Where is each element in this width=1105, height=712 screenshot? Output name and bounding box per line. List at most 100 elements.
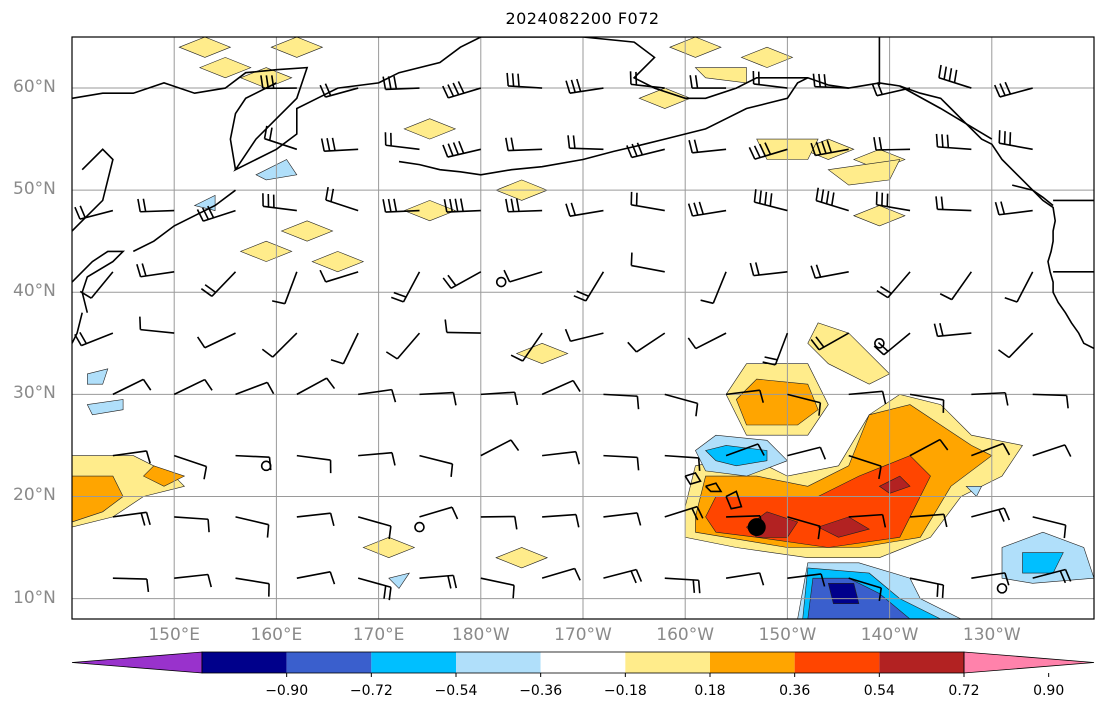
- wind-barb: [971, 572, 1010, 586]
- wind-barb: [505, 198, 543, 213]
- calm-circle-marker: [260, 460, 272, 472]
- wind-barb: [510, 332, 543, 362]
- wind-barb: [112, 378, 152, 396]
- colorbar-tick-label: −0.72: [349, 683, 393, 699]
- wind-barb: [382, 76, 420, 91]
- wind-barb: [296, 512, 335, 526]
- border-line: [899, 85, 993, 140]
- lon-tick-label: 170°E: [352, 625, 405, 645]
- wind-barb: [748, 142, 788, 160]
- wind-barb: [263, 125, 298, 151]
- wind-barb: [296, 570, 336, 585]
- wind-barb: [971, 507, 1011, 522]
- wind-barb: [762, 332, 789, 366]
- wind-barb: [875, 191, 911, 212]
- wind-barb: [935, 196, 972, 212]
- lat-tick-label: 30°N: [13, 383, 56, 404]
- wind-barb: [1032, 516, 1067, 539]
- wind-barb: [573, 271, 605, 302]
- wind-barb: [603, 568, 643, 584]
- wind-barb: [725, 389, 765, 403]
- coastline: [72, 250, 126, 313]
- wind-barb: [505, 137, 543, 152]
- wind-barb: [993, 81, 1033, 98]
- wind-barb: [196, 205, 236, 222]
- wind-barb: [664, 393, 699, 417]
- field-area: [740, 46, 794, 68]
- wind-barb: [626, 142, 665, 159]
- wind-barb: [261, 332, 298, 358]
- wind-barb: [909, 393, 945, 413]
- wind-barb: [325, 187, 359, 212]
- wind-barb: [687, 332, 727, 350]
- wind-barb: [74, 205, 114, 220]
- lon-tick-label: 150°E: [148, 625, 201, 645]
- field-area: [280, 220, 334, 242]
- wind-barb: [971, 391, 1009, 406]
- field-area: [178, 37, 232, 58]
- calm-circle-marker: [414, 521, 425, 533]
- wind-barb: [935, 133, 972, 151]
- wind-barb: [296, 454, 332, 474]
- wind-barb: [442, 271, 482, 289]
- wind-barb: [330, 332, 359, 365]
- calm-circle-marker: [495, 276, 507, 288]
- field-area: [86, 399, 124, 416]
- wind-barb: [627, 332, 666, 353]
- colorbar-tick-label: −0.90: [265, 683, 309, 699]
- wind-barb: [382, 198, 420, 213]
- field-area: [198, 57, 252, 79]
- field-area: [403, 118, 457, 140]
- wind-barb: [196, 332, 236, 349]
- island: [705, 482, 723, 493]
- wind-barb: [174, 516, 210, 533]
- wind-barb: [689, 75, 727, 89]
- wind-barb: [873, 136, 911, 151]
- field-area: [801, 138, 855, 160]
- coastline: [72, 312, 83, 344]
- wind-barb: [664, 454, 701, 471]
- wind-barb: [848, 390, 887, 405]
- island: [725, 490, 743, 510]
- wind-barb: [848, 513, 887, 528]
- colorbar-segment: [710, 652, 795, 673]
- coastline: [229, 82, 277, 170]
- wind-barb: [480, 391, 519, 406]
- wind-barb: [506, 72, 543, 89]
- field-area: [495, 547, 549, 569]
- wind-barb: [390, 271, 421, 303]
- colorbar-segment: [625, 652, 710, 673]
- field-area: [87, 368, 109, 385]
- colorbar-segment: [794, 652, 880, 673]
- wind-barb: [812, 73, 849, 89]
- wind-barb: [871, 82, 911, 97]
- wind-barb: [603, 393, 640, 410]
- lon-tick-label: 150°W: [758, 625, 817, 645]
- coastline: [480, 37, 1094, 350]
- wind-barb: [296, 377, 336, 396]
- wind-barb: [358, 451, 396, 466]
- wind-barb: [700, 271, 727, 305]
- wind-barb: [630, 252, 665, 273]
- lon-tick-label: 140°W: [860, 625, 919, 645]
- coastline: [1012, 184, 1054, 207]
- wind-barb: [542, 450, 580, 465]
- wind-barb: [357, 577, 392, 601]
- colorbar-tick-label: −0.54: [434, 683, 478, 699]
- colorbar-tick-label: 0.90: [1033, 683, 1065, 699]
- wind-barb: [173, 378, 213, 396]
- wind-barb: [787, 446, 827, 460]
- wind-barb: [933, 323, 972, 338]
- field-area: [270, 37, 324, 58]
- colorbar-extend-low: [71, 651, 203, 674]
- wind-barb: [810, 264, 849, 279]
- wind-barb: [419, 454, 454, 477]
- wind-barb: [442, 140, 481, 158]
- wind-barb: [752, 70, 788, 89]
- colorbar-frame: [201, 651, 965, 674]
- wind-barb: [603, 512, 642, 526]
- wind-barb: [567, 135, 604, 151]
- island: [684, 472, 702, 486]
- wind-barb: [787, 516, 821, 540]
- wind-barb: [419, 391, 457, 406]
